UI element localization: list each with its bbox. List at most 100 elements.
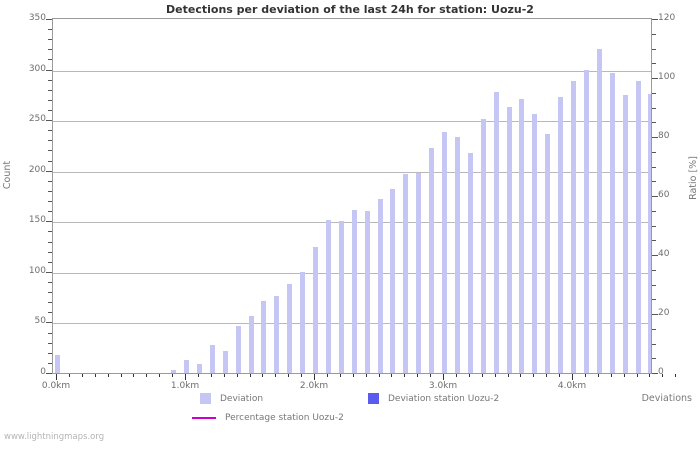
x-axis-minor-tick [68, 374, 70, 377]
legend-item-deviation-station[interactable]: Deviation station Uozu-2 [368, 393, 499, 404]
y-axis-right-minor-tick [652, 358, 656, 360]
bar [648, 93, 651, 373]
y-axis-right-minor-tick [652, 92, 656, 94]
bar [196, 363, 202, 373]
bar [222, 350, 228, 373]
y-axis-left-minor-tick [48, 201, 52, 203]
y-axis-right-tick [652, 196, 658, 197]
x-axis-tick-label: 3.0km [428, 381, 458, 391]
y-axis-right-minor-tick [652, 299, 656, 301]
x-axis-minor-tick [159, 374, 161, 377]
y-axis-right-tick-label: 0 [658, 367, 664, 377]
legend-item-percentage-station[interactable]: Percentage station Uozu-2 [192, 413, 344, 423]
bar [300, 271, 306, 373]
y-axis-left-tick [46, 170, 52, 172]
bar [609, 72, 615, 373]
x-axis-minor-tick [649, 374, 651, 377]
y-axis-right-tick [652, 314, 658, 315]
y-axis-right-minor-tick [652, 107, 656, 109]
x-axis-minor-tick [662, 374, 664, 377]
y-axis-left-minor-tick [48, 180, 52, 182]
bar [442, 132, 447, 373]
x-axis-major-tick [443, 374, 445, 380]
y-axis-left-minor-tick [48, 29, 52, 31]
y-axis-left-minor-tick [48, 39, 52, 41]
y-axis-left-minor-tick [48, 59, 52, 61]
legend-item-deviation[interactable]: Deviation [200, 393, 263, 404]
x-axis-minor-tick [417, 374, 419, 377]
y-axis-left-minor-tick [48, 190, 52, 192]
x-axis-minor-tick [597, 374, 599, 377]
y-axis-left-minor-tick [48, 89, 52, 91]
y-axis-right-minor-tick [652, 151, 656, 153]
bar [519, 98, 525, 373]
x-axis-minor-tick [133, 374, 135, 377]
bar [493, 91, 499, 373]
y-axis-right-tick-label: 60 [658, 190, 670, 200]
y-axis-right-tick-label: 20 [658, 308, 670, 318]
y-axis-left-minor-tick [48, 99, 52, 101]
x-axis-minor-tick [365, 374, 367, 377]
x-axis-major-tick [185, 374, 187, 380]
x-axis-tick-label: 4.0km [557, 381, 587, 391]
x-axis-minor-tick [481, 374, 483, 377]
x-axis-minor-tick [507, 374, 509, 377]
y-axis-left-minor-tick [48, 110, 52, 112]
y-axis-right-tick [652, 255, 658, 256]
x-axis-major-tick [56, 374, 58, 380]
y-axis-left-minor-tick [48, 251, 52, 253]
x-axis-minor-tick [546, 374, 548, 377]
bar [209, 344, 215, 373]
y-axis-right-tick-label: 80 [658, 131, 670, 141]
legend-label-deviation-station: Deviation station Uozu-2 [388, 393, 500, 404]
y-axis-left-tick-label: 150 [28, 215, 46, 226]
x-axis-major-tick [314, 374, 316, 380]
bar [558, 96, 564, 373]
x-axis-minor-tick [623, 374, 625, 377]
y-axis-right-minor-tick [652, 122, 656, 124]
legend-line-percentage-station [192, 416, 216, 420]
bar [274, 296, 280, 373]
bar [55, 354, 60, 373]
x-axis-minor-tick [675, 374, 677, 377]
y-axis-right-minor-tick [652, 33, 656, 35]
bar [429, 148, 435, 373]
x-axis-tick-label: 1.0km [170, 381, 200, 391]
x-axis-minor-tick [391, 374, 393, 377]
x-axis-minor-tick [636, 374, 638, 377]
bar [506, 107, 512, 373]
y-axis-left-minor-tick [48, 160, 52, 162]
plot-inner [53, 19, 651, 373]
bar [248, 316, 254, 373]
legend-label-deviation: Deviation [220, 393, 264, 404]
x-axis-minor-tick [81, 374, 83, 377]
plot-area [52, 18, 652, 374]
x-axis-minor-tick [172, 374, 174, 377]
y-axis-right-tick-label: 100 [658, 72, 676, 82]
y-axis-left-minor-tick [48, 352, 52, 354]
legend-swatch-deviation-station [368, 393, 379, 404]
y-axis-left-minor-tick [48, 150, 52, 152]
y-axis-left-minor-tick [48, 302, 52, 304]
y-axis-left-minor-tick [48, 281, 52, 283]
y-axis-left-minor-tick [48, 49, 52, 51]
bar [351, 210, 357, 373]
gridline [53, 171, 651, 173]
bar [235, 326, 241, 373]
x-axis-minor-tick [339, 374, 341, 377]
y-axis-left-minor-tick [48, 261, 52, 263]
bar [390, 188, 396, 373]
y-axis-left-minor-tick [48, 211, 52, 213]
y-axis-right-tick [652, 137, 658, 138]
x-axis-title: Deviations [641, 393, 692, 404]
x-axis-tick-label: 0.0km [41, 381, 71, 391]
bar [467, 152, 473, 373]
x-axis-minor-tick [326, 374, 328, 377]
y-axis-left-tick-label: 300 [28, 63, 46, 74]
y-axis-left-minor-tick [48, 231, 52, 233]
bar [313, 246, 318, 373]
y-axis-right-tick-label: 40 [658, 249, 670, 259]
y-axis-left-tick [46, 322, 52, 324]
bar [480, 119, 486, 373]
y-axis-right-minor-tick [652, 166, 656, 168]
